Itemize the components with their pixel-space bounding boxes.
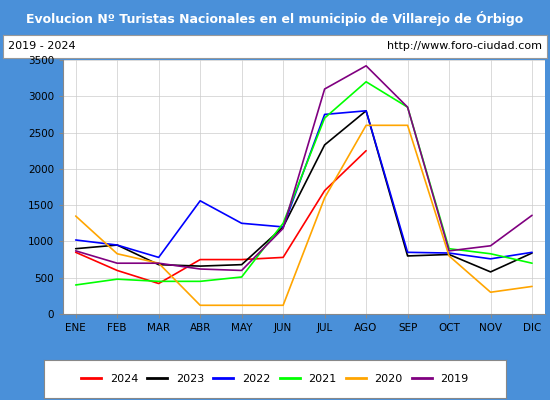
- Legend: 2024, 2023, 2022, 2021, 2020, 2019: 2024, 2023, 2022, 2021, 2020, 2019: [79, 372, 471, 386]
- Text: 2019 - 2024: 2019 - 2024: [8, 41, 76, 51]
- Text: http://www.foro-ciudad.com: http://www.foro-ciudad.com: [387, 41, 542, 51]
- Text: Evolucion Nº Turistas Nacionales en el municipio de Villarejo de Órbigo: Evolucion Nº Turistas Nacionales en el m…: [26, 11, 524, 26]
